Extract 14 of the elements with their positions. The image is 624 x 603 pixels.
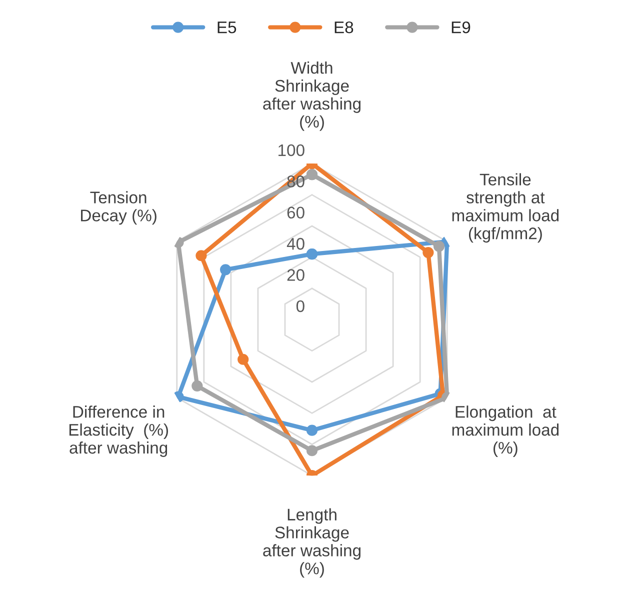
y-tick-label: 60 [287,206,304,219]
spoke-label: Width Shrinkage after washing (%) [263,62,360,131]
spoke-label: Tension Decay (%) [81,191,156,225]
y-tick-label: 20 [287,269,304,281]
spoke-label: Tensile strength at maximum load (kgf/mm2) [452,173,559,243]
y-tick-label: 40 [286,238,304,250]
legend-label: E8 [334,21,354,34]
legend-label: E5 [218,22,236,34]
spoke-label: Elongation at maximum load (%) [452,406,559,457]
legend-label: E9 [452,21,470,34]
y-tick-label: 100 [278,144,304,156]
spoke-label: Length Shrinkage after washing (%) [263,508,360,578]
y-tick-label: 0 [296,300,304,312]
spoke-label: Difference in Elasticity (%) after washing [69,406,168,457]
